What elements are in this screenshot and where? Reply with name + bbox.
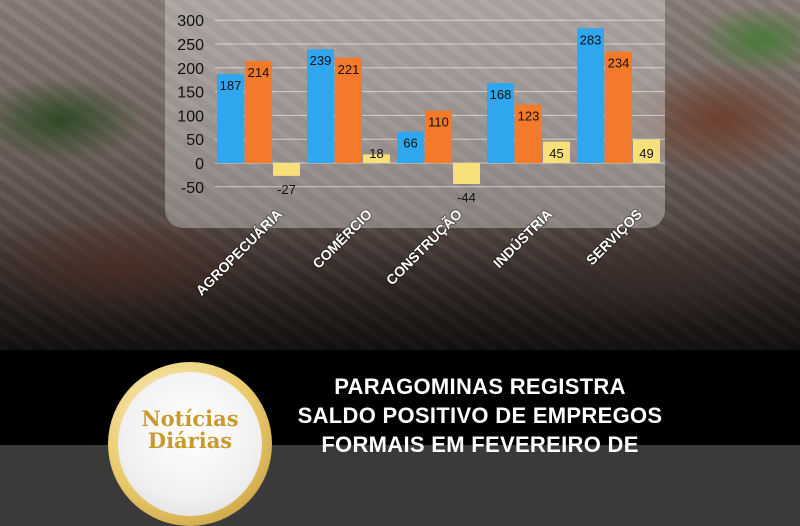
data-label: -44 <box>457 190 476 205</box>
category-label: AGROPECUÁRIA <box>192 206 285 299</box>
y-tick-label: 250 <box>177 37 204 54</box>
bar <box>363 154 390 163</box>
bar <box>453 163 480 184</box>
category-label: INDÚSTRIA <box>489 205 555 271</box>
bar <box>605 51 632 164</box>
headline: PARAGOMINAS REGISTRA SALDO POSITIVO DE E… <box>290 372 670 459</box>
y-tick-label: 150 <box>177 85 204 102</box>
category-label: SERVIÇOS <box>583 206 645 268</box>
data-label: 66 <box>403 136 417 151</box>
bar-chart: -50 0 50 100 150 200 250 300 187 214 -27 AGROPECUÁR… <box>177 13 665 300</box>
data-label: -27 <box>277 182 296 197</box>
data-label: 283 <box>580 32 602 47</box>
y-tick-label: 100 <box>177 108 204 125</box>
bar <box>425 110 452 163</box>
data-label: 187 <box>220 78 242 93</box>
data-label: 49 <box>639 146 653 161</box>
noticias-diarias-logo: Notícias Diárias <box>108 362 272 526</box>
data-label: 214 <box>248 65 270 80</box>
bar <box>543 141 570 163</box>
headline-line-1: PARAGOMINAS REGISTRA <box>334 374 626 399</box>
y-tick-label: 50 <box>186 132 204 149</box>
data-label: 110 <box>428 115 449 130</box>
data-label: 234 <box>608 56 630 71</box>
bar <box>335 57 362 163</box>
logo-text-line1: Notícias <box>141 406 239 431</box>
data-label: 239 <box>310 53 332 68</box>
bar <box>577 28 604 164</box>
y-tick-label: -50 <box>181 180 204 197</box>
y-tick-label: 200 <box>177 61 204 78</box>
bar <box>515 104 542 163</box>
category-label: CONSTRUÇÃO <box>382 205 465 288</box>
bar <box>397 131 424 163</box>
bar <box>633 139 660 163</box>
bar <box>273 163 300 176</box>
bar <box>217 73 244 163</box>
bar <box>307 49 334 163</box>
bar <box>487 83 514 163</box>
bar <box>245 61 272 163</box>
data-label: 18 <box>369 146 383 161</box>
category-label: COMÉRCIO <box>309 206 375 272</box>
logo-inner-circle: Notícias Diárias <box>118 372 262 516</box>
photo-shadow-overlay <box>0 220 800 350</box>
data-label: 221 <box>338 62 360 77</box>
y-tick-label: 300 <box>177 13 204 30</box>
logo-text-line2: Diárias <box>147 428 233 453</box>
y-tick-label: 0 <box>195 156 204 173</box>
headline-line-2: SALDO POSITIVO DE EMPREGOS <box>297 403 663 428</box>
data-label: 123 <box>518 108 540 123</box>
data-label: 45 <box>549 146 563 161</box>
data-label: 168 <box>490 87 512 102</box>
